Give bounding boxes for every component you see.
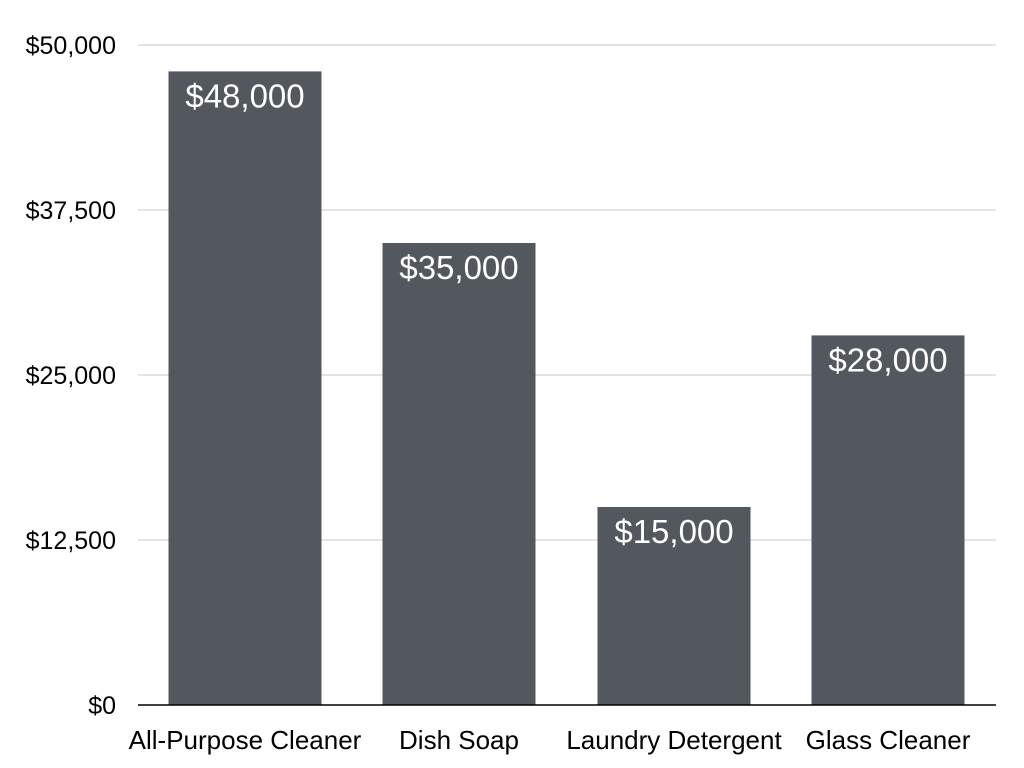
bar — [597, 507, 751, 705]
bars — [168, 71, 965, 705]
data-label: $28,000 — [828, 341, 947, 378]
x-tick-label: Glass Cleaner — [806, 725, 971, 755]
y-tick-label: $37,500 — [26, 197, 116, 225]
data-label: $35,000 — [399, 249, 518, 286]
bar — [811, 335, 965, 705]
bar — [168, 71, 322, 705]
x-tick-label: Laundry Detergent — [566, 725, 782, 755]
data-label: $48,000 — [185, 77, 304, 114]
y-tick-label: $12,500 — [26, 527, 116, 555]
y-tick-label: $0 — [88, 692, 116, 720]
data-label: $15,000 — [614, 513, 733, 550]
y-tick-label: $25,000 — [26, 362, 116, 390]
x-tick-label: All-Purpose Cleaner — [129, 725, 362, 755]
x-tick-label: Dish Soap — [399, 725, 519, 755]
bar — [382, 243, 536, 705]
y-tick-label: $50,000 — [26, 32, 116, 60]
labels: $0 $12,500 $25,000 $37,500 $50,000 $48,000 All… — [26, 32, 971, 755]
